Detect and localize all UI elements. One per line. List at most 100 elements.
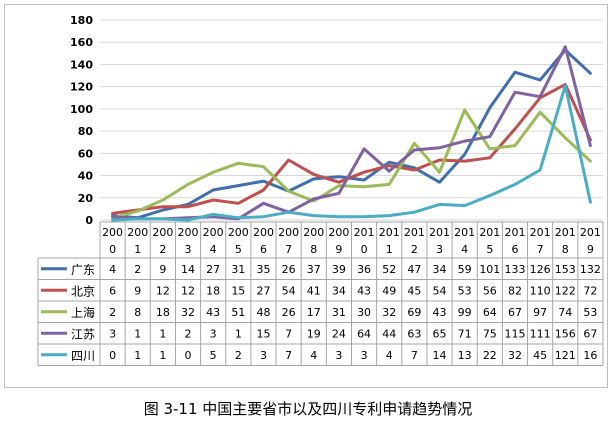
table-cell-value: 19: [307, 327, 321, 340]
table-cell-value: 32: [508, 349, 522, 362]
table-cell-value: 97: [533, 306, 547, 319]
x-tick-label: 6: [511, 243, 518, 256]
x-tick-label: 6: [260, 243, 267, 256]
table-cell-value: 69: [407, 306, 421, 319]
table-cell-value: 43: [433, 306, 447, 319]
table-cell-value: 75: [483, 327, 497, 340]
table-cell-value: 64: [357, 327, 371, 340]
legend-label: 上海: [71, 305, 95, 320]
y-tick-label: 40: [78, 170, 94, 183]
x-tick-label: 201: [404, 226, 425, 239]
x-tick-label: 200: [178, 226, 199, 239]
y-tick-label: 120: [70, 81, 93, 94]
table-cell-value: 3: [109, 327, 116, 340]
table-cell-value: 5: [210, 349, 217, 362]
table-cell-value: 132: [580, 263, 601, 276]
table-cell-value: 18: [206, 284, 220, 297]
x-tick-label: 200: [303, 226, 324, 239]
x-tick-label: 0: [361, 243, 368, 256]
x-tick-label: 200: [328, 226, 349, 239]
legend-label: 北京: [71, 284, 95, 298]
table-cell-value: 15: [231, 284, 245, 297]
series-line: [111, 82, 592, 215]
x-tick-label: 4: [461, 243, 468, 256]
x-tick-label: 200: [228, 226, 249, 239]
table-cell-value: 15: [256, 327, 270, 340]
table-cell-value: 52: [382, 263, 396, 276]
table-cell-value: 14: [181, 263, 195, 276]
x-tick-label: 2: [411, 243, 418, 256]
table-cell-value: 115: [504, 327, 525, 340]
table-cell-value: 9: [134, 284, 141, 297]
y-tick-label: 160: [70, 36, 93, 49]
table-cell-value: 153: [555, 263, 576, 276]
table-cell-value: 67: [508, 306, 522, 319]
table-cell-value: 156: [555, 327, 576, 340]
legend-label: 广东: [71, 263, 95, 277]
x-tick-label: 200: [253, 226, 274, 239]
table-cell-value: 14: [433, 349, 447, 362]
table-cell-value: 26: [282, 263, 296, 276]
table-cell-value: 1: [134, 349, 141, 362]
table-cell-value: 6: [109, 284, 116, 297]
table-cell-value: 121: [555, 349, 576, 362]
x-tick-label: 9: [587, 243, 594, 256]
x-tick-label: 8: [310, 243, 317, 256]
table-cell-value: 32: [181, 306, 195, 319]
table-cell-value: 7: [285, 349, 292, 362]
series-line: [111, 84, 592, 222]
table-cell-value: 7: [411, 349, 418, 362]
table-cell-value: 2: [134, 263, 141, 276]
table-cell-value: 22: [483, 349, 497, 362]
x-tick-label: 1: [386, 243, 393, 256]
series-line: [111, 48, 592, 220]
table-cell-value: 34: [433, 263, 447, 276]
table-cell-value: 17: [307, 306, 321, 319]
table-cell-value: 2: [235, 349, 242, 362]
table-cell-value: 3: [335, 349, 342, 362]
x-tick-label: 0: [109, 243, 116, 256]
table-cell-value: 122: [555, 284, 576, 297]
x-tick-label: 4: [210, 243, 217, 256]
y-tick-label: 60: [78, 147, 94, 160]
x-tick-label: 3: [436, 243, 443, 256]
table-cell-value: 36: [357, 263, 371, 276]
y-tick-label: 20: [78, 192, 94, 205]
table-cell-value: 3: [361, 349, 368, 362]
table-cell-value: 126: [530, 263, 551, 276]
x-tick-label: 5: [235, 243, 242, 256]
table-cell-value: 54: [433, 284, 447, 297]
table-cell-value: 63: [407, 327, 421, 340]
x-tick-label: 200: [127, 226, 148, 239]
x-tick-label: 201: [530, 226, 551, 239]
x-tick-label: 7: [285, 243, 292, 256]
y-tick-label: 80: [78, 125, 94, 138]
table-cell-value: 26: [282, 306, 296, 319]
table-cell-value: 47: [407, 263, 421, 276]
table-cell-value: 24: [332, 327, 346, 340]
table-cell-value: 2: [185, 327, 192, 340]
series-line: [111, 108, 592, 220]
table-cell-value: 48: [256, 306, 270, 319]
y-tick-label: 100: [70, 103, 93, 116]
table-cell-value: 67: [583, 327, 597, 340]
x-tick-label: 5: [486, 243, 493, 256]
table-cell-value: 49: [382, 284, 396, 297]
table-cell-value: 4: [109, 263, 116, 276]
table-cell-value: 16: [583, 349, 597, 362]
x-tick-label: 201: [580, 226, 601, 239]
x-tick-label: 201: [555, 226, 576, 239]
table-cell-value: 43: [206, 306, 220, 319]
table-cell-value: 12: [181, 284, 195, 297]
table-cell-value: 82: [508, 284, 522, 297]
table-cell-value: 0: [109, 349, 116, 362]
table-cell-value: 13: [458, 349, 472, 362]
x-tick-label: 201: [354, 226, 375, 239]
table-cell-value: 54: [282, 284, 296, 297]
table-cell-value: 35: [256, 263, 270, 276]
figure-caption: 图 3-11 中国主要省市以及四川专利申请趋势情况: [143, 400, 473, 418]
table-cell-value: 31: [332, 306, 346, 319]
table-cell-value: 53: [583, 306, 597, 319]
x-tick-label: 3: [185, 243, 192, 256]
table-cell-value: 1: [159, 327, 166, 340]
